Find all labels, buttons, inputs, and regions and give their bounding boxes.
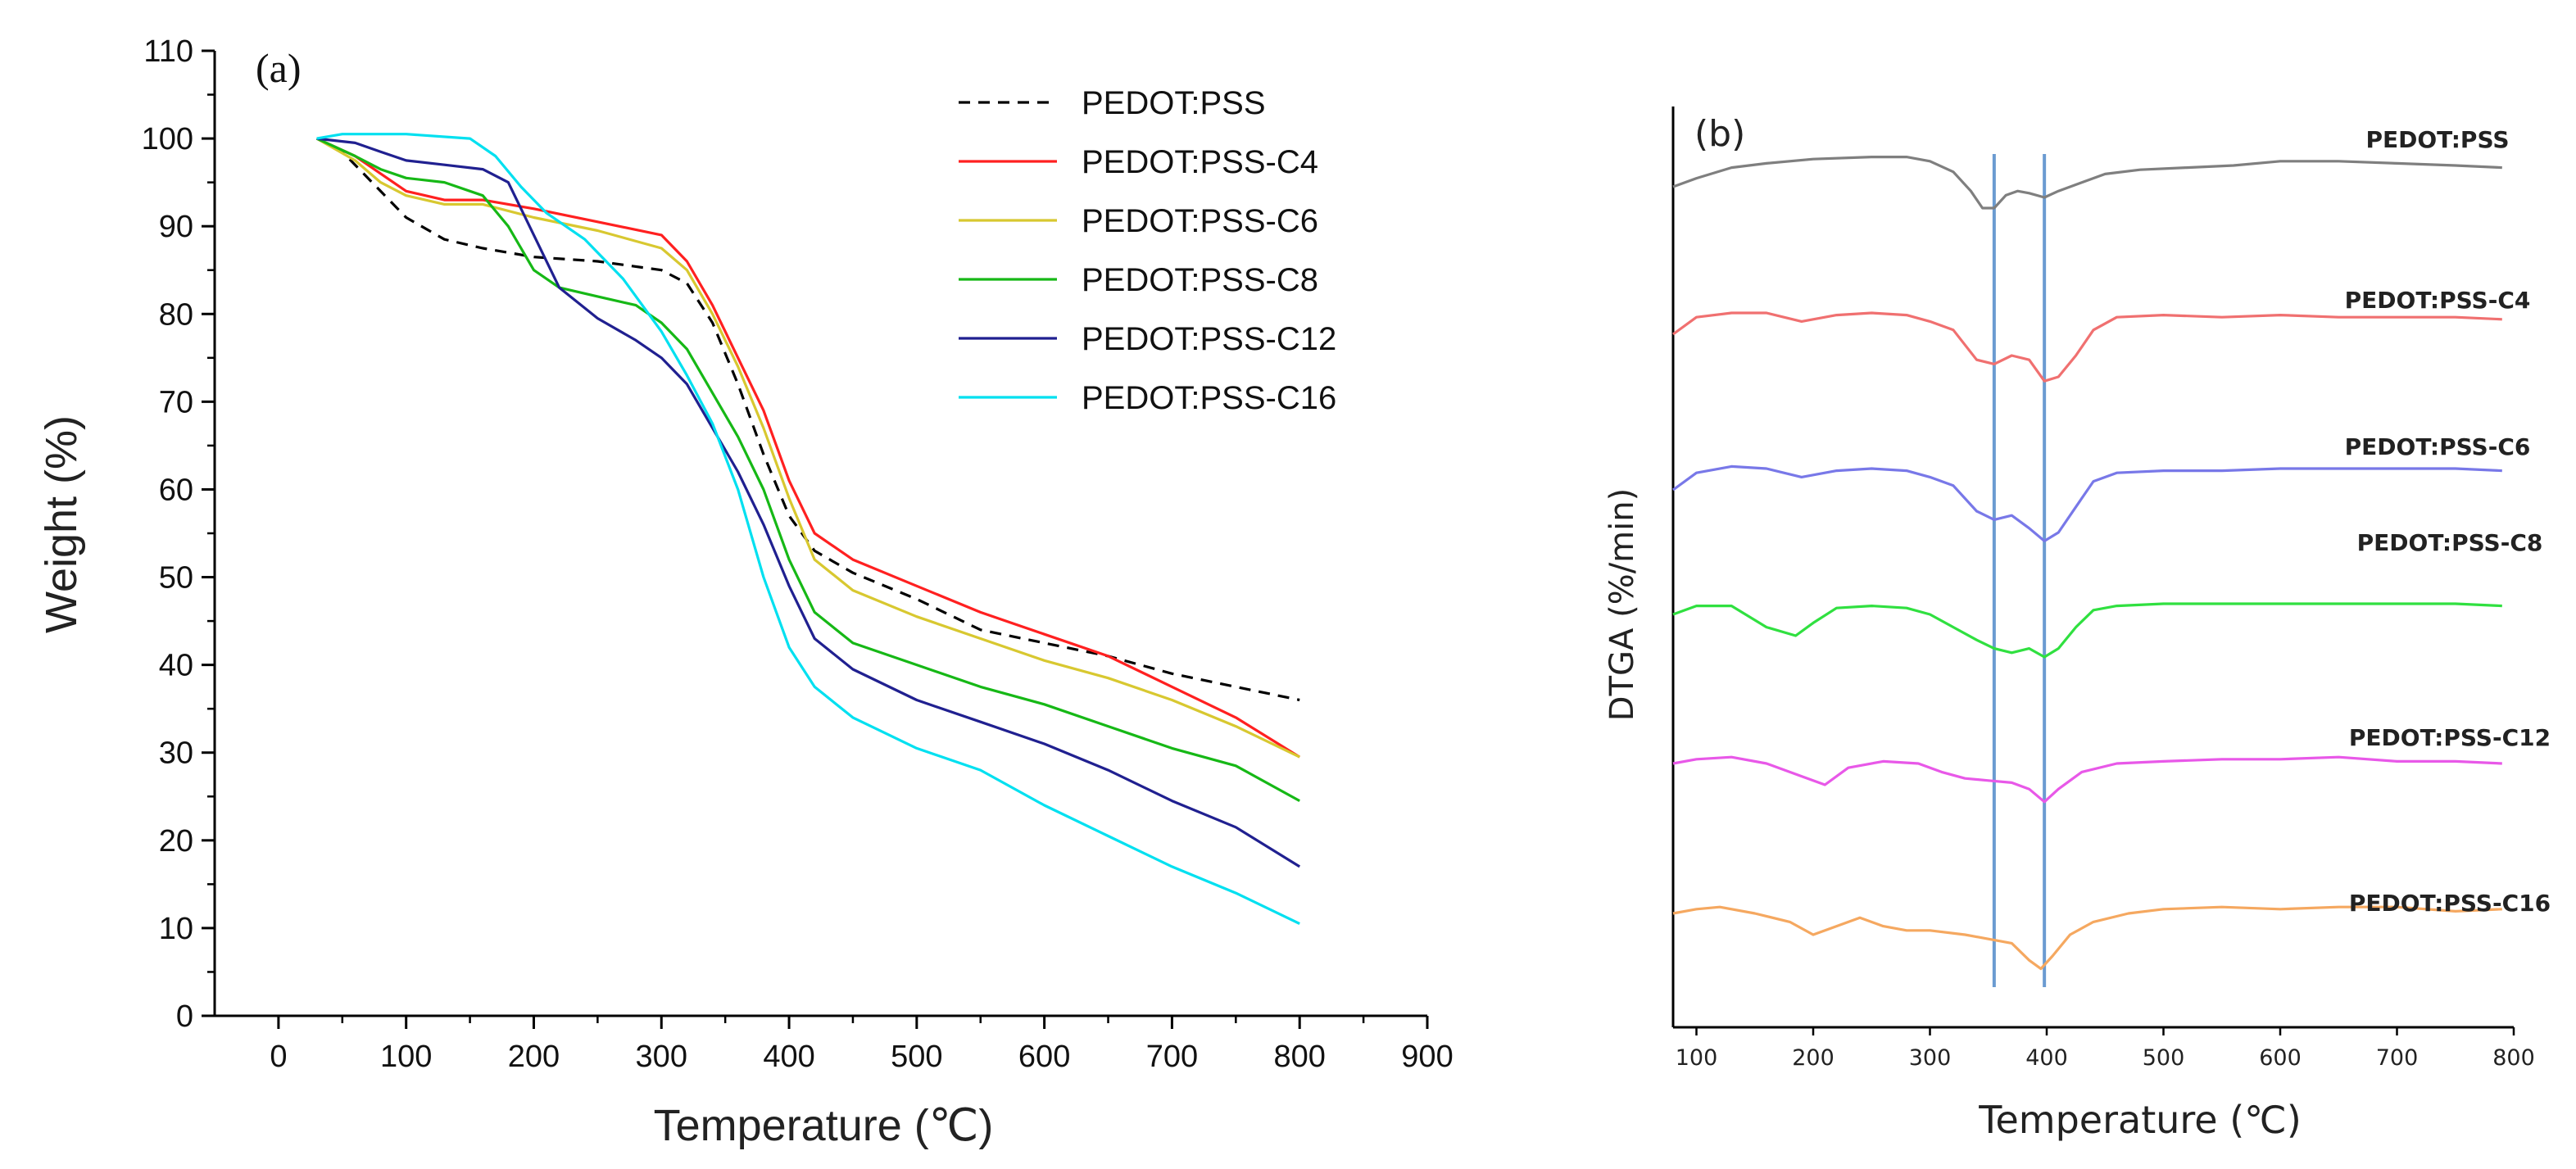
legend-entry-label: PEDOT:PSS-C6	[1082, 203, 1318, 239]
panel-a-y-tick-label: 20	[159, 824, 193, 859]
panel-b-trace-pedot-pss-c4	[1672, 311, 2502, 383]
panel-b-trace-label: PEDOT:PSS-C12	[2349, 724, 2551, 751]
panel-a-y-tick-label: 80	[159, 297, 193, 332]
panel-b-x-tick-label: 300	[1909, 1045, 1952, 1071]
panel-b-x-tick-label: 600	[2259, 1045, 2302, 1071]
panel-a-y-tick-label: 110	[143, 34, 193, 69]
panel-a-axes: 0 10 20 30 40 50 60 70 80 90 100 110 0 100 200 300 400 50…	[142, 34, 1454, 1074]
panel-a-legend: PEDOT:PSS PEDOT:PSS-C4 PEDOT:PSS-C6 PEDOT:P…	[959, 85, 1336, 416]
panel-b-x-tick-label: 800	[2492, 1045, 2535, 1071]
panel-a-x-tick-label: 300	[636, 1040, 687, 1074]
panel-b-trace-pedot-pss-c6	[1672, 464, 2502, 543]
panel-a-y-tick-label: 30	[159, 736, 193, 771]
panel-b-x-tick-label: 100	[1676, 1045, 1718, 1071]
panel-b-trace-pedot-pss	[1672, 156, 2502, 210]
panel-a-y-tick-label: 50	[159, 561, 193, 596]
panel-b-x-tick-label: 400	[2025, 1045, 2068, 1071]
panel-b-trace-pedot-pss-c12	[1672, 755, 2502, 804]
panel-a-series-line-pedot-pss-c12	[316, 137, 1301, 868]
panel-b-trace-pedot-pss-c8	[1672, 602, 2502, 659]
panel-b-x-tick-label: 200	[1792, 1045, 1834, 1071]
panel-a-x-tick-label: 200	[508, 1040, 560, 1074]
panel-b-trace-label: PEDOT:PSS-C6	[2345, 433, 2531, 460]
panel-a-series-line-pedot-pss-c16	[316, 133, 1300, 926]
panel-a-y-tick-label: 60	[159, 473, 193, 507]
panel-b-label: (b)	[1694, 113, 1745, 155]
legend-entry-label: PEDOT:PSS	[1082, 85, 1266, 121]
panel-b-dtga-chart: 100 200 300 400 500 600 700 800 PEDOT:PSSPEDOT:…	[1603, 106, 2551, 1142]
legend-entry-label: PEDOT:PSS-C4	[1082, 144, 1318, 180]
panel-a-y-tick-label: 70	[159, 385, 193, 419]
panel-a-label: (a)	[256, 45, 302, 91]
panel-b-series-group: PEDOT:PSS PEDOT:PSS-C4 PEDOT:PSS-C6 PEDOT:P…	[1672, 126, 2551, 971]
legend-entry-label: PEDOT:PSS-C12	[1082, 321, 1336, 357]
panel-a-x-tick-label: 0	[270, 1040, 287, 1074]
panel-a-series-line-pedot-pss-c8	[315, 137, 1300, 803]
legend-entry-label: PEDOT:PSS-C8	[1082, 262, 1318, 298]
panel-a-y-tick-label: 90	[159, 210, 193, 244]
panel-a-x-tick-label: 400	[763, 1040, 814, 1074]
panel-b-trace-label: PEDOT:PSS-C16	[2349, 890, 2551, 917]
panel-a-y-tick-label: 0	[176, 999, 193, 1034]
panel-a-y-tick-label: 10	[159, 912, 193, 946]
panel-b-trace-label: PEDOT:PSS	[2365, 126, 2509, 153]
panel-a-series-group	[315, 133, 1301, 926]
panel-a-y-tick-label: 40	[159, 649, 193, 683]
panel-b-y-axis-title: DTGA (%/min)	[1603, 488, 1641, 721]
panel-b-trace-label: PEDOT:PSS-C4	[2345, 287, 2531, 314]
legend-entry-label: PEDOT:PSS-C16	[1082, 380, 1336, 416]
panel-b-x-tick-label: 700	[2376, 1045, 2419, 1071]
panel-a-x-tick-label: 500	[891, 1040, 942, 1074]
panel-a-x-tick-label: 100	[380, 1040, 432, 1074]
panel-a-x-tick-label: 800	[1274, 1040, 1326, 1074]
panel-b-trace-pedot-pss-c16	[1672, 905, 2502, 971]
panel-b-x-axis-title: Temperature (℃)	[1978, 1098, 2302, 1142]
panel-a-weight-chart: 0 10 20 30 40 50 60 70 80 90 100 110 0 100 200 300 400 50…	[37, 34, 1454, 1150]
panel-a-x-axis-title: Temperature (℃)	[654, 1101, 994, 1150]
panel-a-series-line-pedot-pss-c6	[315, 137, 1300, 759]
panel-a-y-tick-label: 100	[142, 122, 193, 156]
panel-a-x-tick-label: 700	[1146, 1040, 1198, 1074]
panel-a-y-axis-title: Weight (%)	[37, 415, 86, 633]
panel-b-x-tick-label: 500	[2143, 1045, 2185, 1071]
panel-a-x-tick-label: 900	[1401, 1040, 1453, 1074]
panel-a-series-line-pedot-pss-c4	[315, 137, 1301, 759]
panel-b-axes: 100 200 300 400 500 600 700 800	[1671, 106, 2535, 1071]
panel-a-x-tick-label: 600	[1018, 1040, 1070, 1074]
panel-b-trace-label: PEDOT:PSS-C8	[2357, 529, 2543, 556]
panel-b-reference-lines	[1992, 154, 2047, 987]
